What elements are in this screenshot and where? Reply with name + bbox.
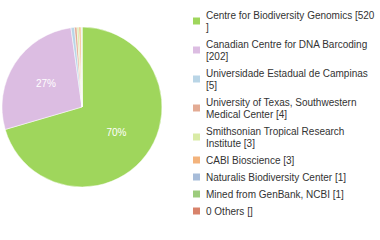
svg-text:Institute [3]: Institute [3] — [206, 138, 255, 149]
svg-text:0 Others []: 0 Others [] — [206, 206, 253, 217]
svg-text:CABI Bioscience [3]: CABI Bioscience [3] — [206, 155, 295, 166]
svg-text:Smithsonian Tropical Research: Smithsonian Tropical Research — [206, 126, 347, 137]
svg-text:University of Texas, Southwest: University of Texas, Southwestern — [206, 97, 359, 108]
svg-text:[202]: [202] — [206, 51, 228, 62]
svg-text:Naturalis Biodiversity Center: Naturalis Biodiversity Center [1] — [206, 172, 346, 183]
svg-text:Mined from GenBank, NCBI [1]: Mined from GenBank, NCBI [1] — [206, 189, 344, 200]
svg-text:Medical Center [4]: Medical Center [4] — [206, 109, 287, 120]
svg-text:27%: 27% — [36, 78, 56, 89]
svg-text:]: ] — [206, 22, 209, 33]
svg-text:Canadian Centre for DNA Barcod: Canadian Centre for DNA Barcoding — [206, 39, 370, 50]
svg-text:70%: 70% — [106, 127, 126, 138]
svg-text:Universidade Estadual de Campi: Universidade Estadual de Campinas — [206, 68, 371, 79]
svg-text:Centre for Biodiversity Genomi: Centre for Biodiversity Genomics [520 — [206, 10, 375, 21]
svg-text:[5]: [5] — [206, 80, 217, 91]
